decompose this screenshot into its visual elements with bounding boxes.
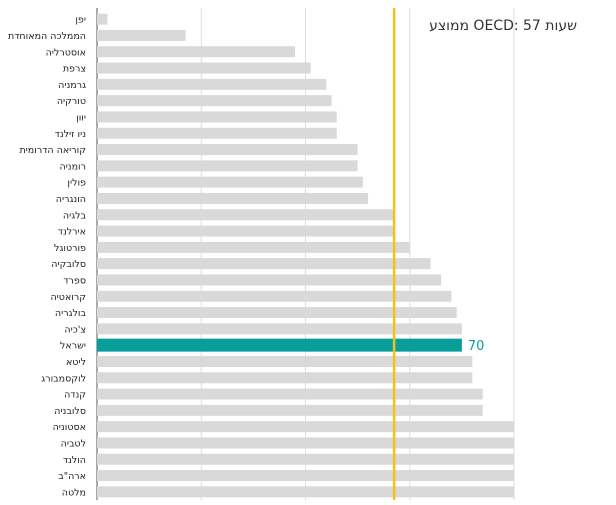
reference-line-group: ממוצע OECD: 57 שעות	[392, 8, 577, 500]
bar	[97, 372, 473, 384]
bar	[97, 111, 337, 123]
category-label: צרפת	[63, 64, 86, 75]
bar	[97, 470, 514, 482]
bar	[97, 192, 369, 204]
bar	[97, 127, 337, 139]
category-label: אירלנד	[58, 227, 86, 238]
category-label: אוסטרליה	[46, 47, 86, 58]
bar	[97, 437, 514, 449]
category-label: קרואטיה	[50, 292, 86, 303]
bar	[97, 176, 363, 188]
bar	[97, 13, 108, 25]
category-label: רומניה	[59, 161, 86, 172]
category-label: הונגריה	[56, 194, 86, 205]
category-label: לוקסמבורג	[41, 373, 86, 384]
category-label: קוריאה הדרומית	[19, 145, 86, 156]
grid-lines	[96, 8, 515, 500]
category-label: פורטוגל	[54, 243, 86, 254]
bar	[97, 241, 410, 253]
category-label: טורקיה	[57, 96, 86, 107]
category-label: בולגריה	[55, 308, 87, 319]
category-label: הולנד	[63, 455, 86, 466]
bar	[97, 486, 514, 498]
bar	[97, 290, 452, 302]
category-label: ניו זילנד	[55, 129, 86, 140]
bar	[97, 225, 395, 237]
bar	[97, 453, 514, 465]
bar	[97, 388, 483, 400]
category-label: גרמניה	[58, 80, 86, 91]
category-label: לטביה	[61, 438, 86, 449]
category-label: ישראל	[60, 341, 86, 352]
bar	[97, 355, 473, 367]
bar	[97, 144, 358, 156]
bar	[97, 46, 296, 58]
bars	[97, 13, 514, 498]
bar	[97, 29, 186, 41]
bar	[97, 404, 483, 416]
category-label: בלגיה	[63, 210, 87, 221]
reference-line-label: ממוצע OECD: 57 שעות	[429, 18, 577, 34]
category-label: פולין	[67, 178, 86, 189]
category-label: צ'כיה	[64, 324, 86, 335]
bar	[97, 160, 358, 172]
bar	[97, 78, 327, 90]
category-label: ליטא	[66, 357, 86, 368]
category-label: הממלכה המאוחדת	[8, 31, 86, 42]
category-label: אסטוניה	[53, 422, 86, 433]
category-label: ספרד	[63, 275, 86, 286]
bar	[97, 62, 311, 74]
bar	[97, 95, 332, 107]
bar-highlight	[97, 338, 462, 352]
category-label: קנדה	[64, 390, 86, 401]
bar	[97, 258, 431, 270]
category-label: יוון	[76, 112, 86, 123]
bar	[97, 209, 395, 221]
bar	[97, 323, 462, 335]
category-label: יפן	[75, 15, 86, 26]
category-label: מלטה	[62, 487, 86, 498]
bar	[97, 274, 442, 286]
highlight-value-label: 70	[468, 339, 485, 354]
bar	[97, 421, 514, 433]
category-labels: יפן הממלכה המאוחדת אוסטרליה צרפת גרמניה טורקי…	[8, 15, 484, 499]
category-label: ארה"ב	[58, 471, 86, 482]
bar	[97, 307, 457, 319]
category-label: סלובקיה	[51, 259, 86, 270]
category-label: סלובניה	[54, 406, 86, 417]
